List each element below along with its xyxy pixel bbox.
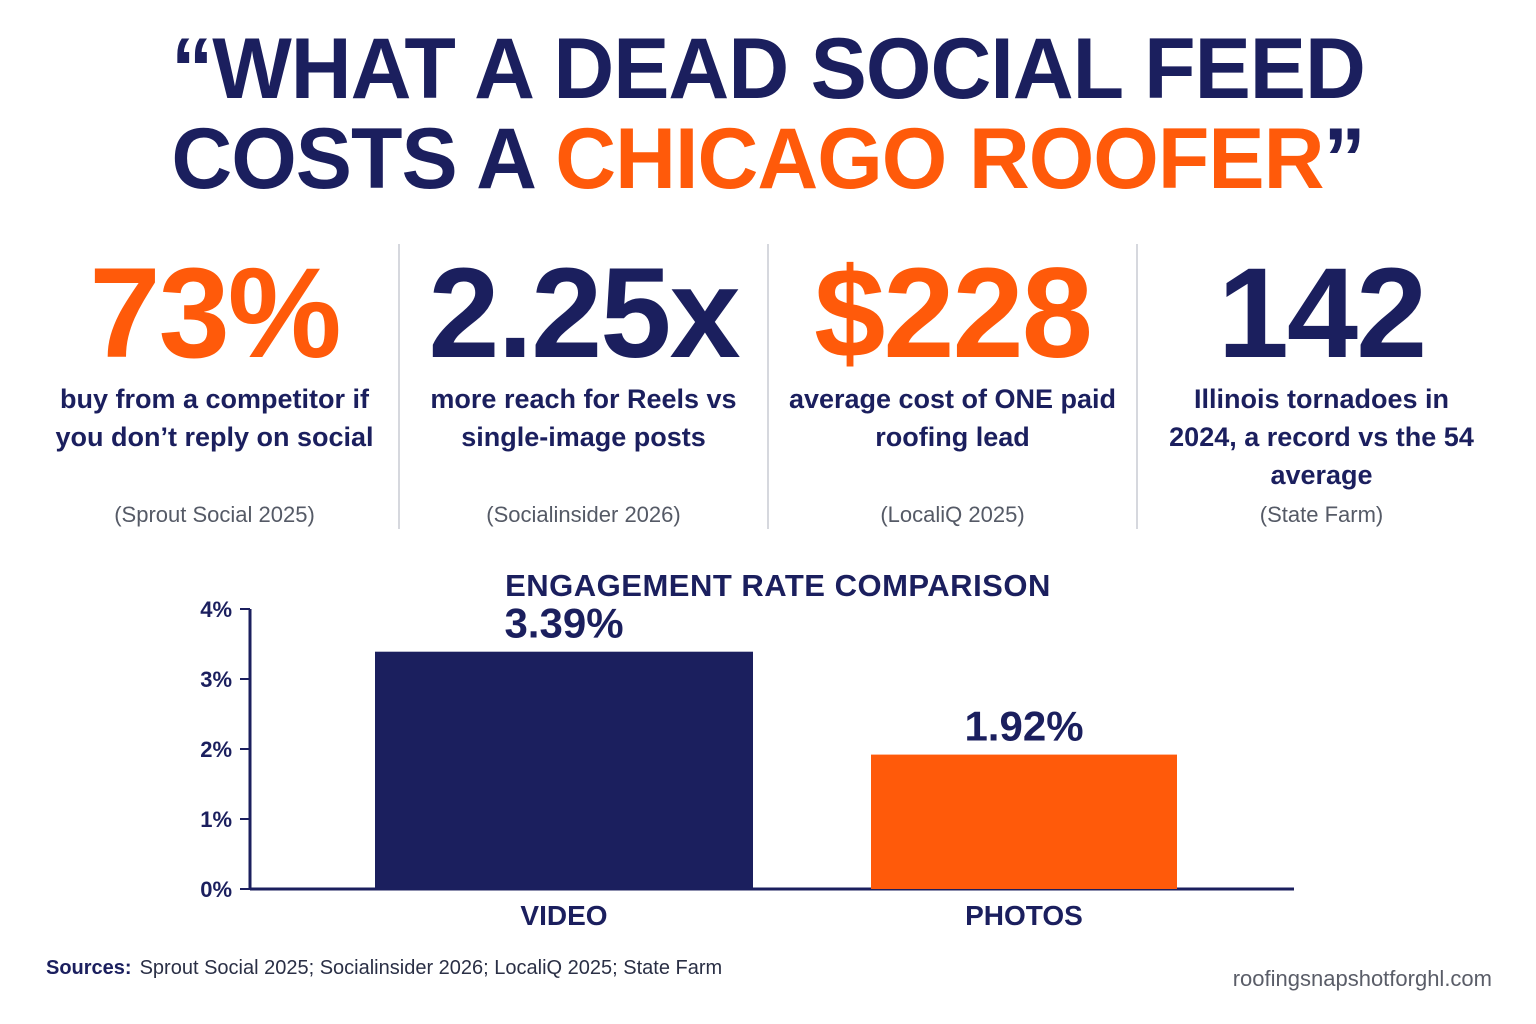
chart-title: ENGAGEMENT RATE COMPARISON <box>505 568 1051 603</box>
stat-competitor: 73% buy from a competitor if you don’t r… <box>30 240 399 530</box>
stat-value: $228 <box>814 242 1093 385</box>
stat-reels-reach: 2.25x more reach for Reels vs single-ima… <box>399 240 768 530</box>
website-url: roofingsnapshotforghl.com <box>1232 966 1492 991</box>
x-tick-label: PHOTOS <box>965 900 1083 931</box>
bar-photos <box>871 754 1177 889</box>
stat-tornadoes: 142 Illinois tornadoes in 2024, a record… <box>1137 240 1506 530</box>
y-tick-label: 4% <box>200 597 232 622</box>
engagement-bar-chart: 0% 1% 2% 3% 4% 3.39% VIDEO 1.92% PHOTOS <box>200 597 1294 931</box>
stat-value: 142 <box>1217 242 1428 385</box>
chart-bars <box>375 651 1177 889</box>
chart-labels: 3.39% VIDEO 1.92% PHOTOS <box>504 600 1083 931</box>
data-label: 1.92% <box>964 703 1083 750</box>
y-tick-label: 2% <box>200 737 232 762</box>
headline: “WHAT A DEAD SOCIAL FEED COSTS A CHICAGO… <box>15 24 1520 204</box>
headline-line-2-prefix: COSTS A <box>171 111 556 207</box>
bar-video <box>375 651 753 889</box>
stat-divider <box>767 244 769 529</box>
y-tick-label: 0% <box>200 877 232 902</box>
stat-description: more reach for Reels vs single-image pos… <box>430 384 737 452</box>
y-tick-label: 3% <box>200 667 232 692</box>
stat-divider <box>1136 244 1138 529</box>
headline-line-1: “WHAT A DEAD SOCIAL FEED <box>171 21 1366 117</box>
stat-source: (LocaliQ 2025) <box>880 502 1025 527</box>
stat-value: 2.25x <box>428 242 740 385</box>
stat-value: 73% <box>89 242 341 385</box>
stat-description: Illinois tornadoes in 2024, a record vs … <box>1169 384 1474 490</box>
stat-description: average cost of ONE paid roofing lead <box>788 384 1117 452</box>
stat-source: (Socialinsider 2026) <box>486 502 681 527</box>
sources-text: Sprout Social 2025; Socialinsider 2026; … <box>139 957 723 979</box>
stat-lead-cost: $228 average cost of ONE paid roofing le… <box>768 240 1137 530</box>
stat-source: (Sprout Social 2025) <box>114 502 315 527</box>
sources-label: Sources: <box>46 957 132 979</box>
headline-accent: CHICAGO ROOFER <box>555 111 1324 207</box>
x-tick-label: VIDEO <box>520 900 607 931</box>
stat-description: buy from a competitor if you don’t reply… <box>55 384 374 452</box>
headline-line-2-suffix: ” <box>1323 111 1365 207</box>
y-tick-label: 1% <box>200 807 232 832</box>
sources-footer: Sources: Sprout Social 2025; Socialinside… <box>46 957 722 980</box>
stat-source: (State Farm) <box>1259 502 1384 527</box>
stats-row: 73% buy from a competitor if you don’t r… <box>30 240 1506 530</box>
headline-line-2: COSTS A CHICAGO ROOFER” <box>15 114 1520 204</box>
data-label: 3.39% <box>504 600 623 647</box>
stat-divider <box>398 244 400 529</box>
